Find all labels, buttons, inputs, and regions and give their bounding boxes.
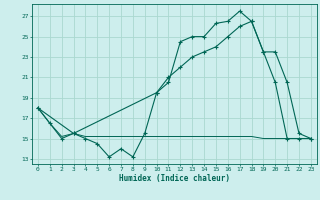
X-axis label: Humidex (Indice chaleur): Humidex (Indice chaleur) bbox=[119, 174, 230, 183]
